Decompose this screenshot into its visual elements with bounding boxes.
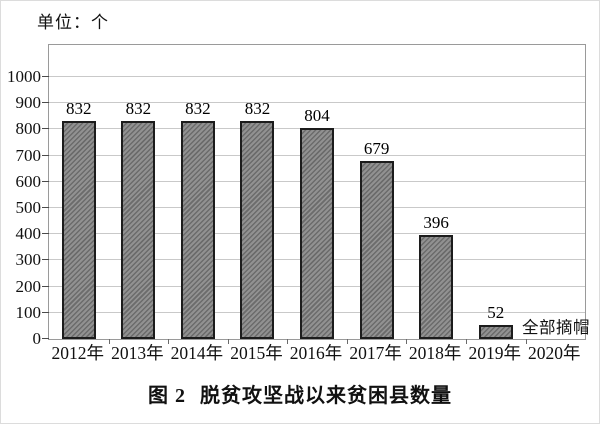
bar-value-2019年: 52 [487, 303, 505, 323]
x-label-2017年: 2017年 [349, 343, 402, 363]
figure-caption-number: 图 2 [148, 385, 186, 407]
y-tick-600 [42, 180, 49, 182]
x-boundary-tick [227, 339, 229, 344]
x-boundary-tick [346, 339, 348, 344]
y-tick-label-400: 400 [15, 224, 42, 244]
x-axis-labels: 2012年 2013年 2014年 2015年 2016年 2017年 2018年 2019年… [48, 343, 584, 363]
y-tick-label-200: 200 [15, 276, 42, 296]
unit-label: 单位：个 [37, 13, 109, 32]
bar-value-2017年: 679 [363, 139, 390, 159]
bar-value-2015年: 832 [244, 99, 271, 119]
gridline-900 [49, 102, 585, 104]
x-boundary-tick [525, 339, 527, 344]
y-tick-400 [42, 233, 49, 235]
category-column-2018年: 396 [406, 45, 467, 344]
bar-2012年 [61, 121, 96, 339]
annotation-label: 全部摘帽 [522, 318, 590, 337]
category-column-2014年: 832 [168, 45, 229, 344]
x-boundary-tick [287, 339, 289, 344]
bar-2019年 [478, 325, 513, 339]
y-tick-300 [42, 259, 49, 261]
bar-value-2014年: 832 [185, 99, 211, 119]
bar-2013年 [121, 121, 156, 339]
y-tick-label-800: 800 [15, 119, 42, 139]
bar-value-2018年: 396 [423, 213, 449, 233]
y-tick-900 [42, 102, 49, 104]
bar-2018年 [419, 235, 454, 339]
x-label-2019年: 2019年 [468, 343, 521, 363]
figure-caption: 图 2 脱贫攻坚战以来贫困县数量 [1, 379, 599, 408]
x-label-2014年: 2014年 [170, 343, 224, 363]
y-tick-label-900: 900 [15, 93, 42, 113]
y-tick-700 [42, 154, 49, 156]
y-tick-1000 [42, 76, 49, 77]
bar-value-2016年: 804 [304, 106, 330, 126]
x-boundary-tick [108, 339, 110, 344]
category-column-2013年: 832 [109, 45, 170, 344]
x-label-2013年: 2013年 [111, 343, 164, 363]
y-tick-100 [42, 311, 49, 313]
y-tick-500 [42, 207, 49, 208]
x-label-2016年: 2016年 [289, 343, 343, 363]
x-boundary-tick [168, 339, 170, 344]
x-label-2018年: 2018年 [408, 343, 462, 363]
figure-caption-title: 脱贫攻坚战以来贫困县数量 [200, 385, 452, 407]
bar-2017年 [359, 161, 394, 339]
y-tick-label-500: 500 [15, 198, 42, 217]
x-boundary-tick [406, 339, 408, 344]
gridline-1000 [49, 76, 585, 77]
y-tick-label-300: 300 [15, 250, 42, 270]
y-tick-label-0: 0 [32, 329, 42, 348]
plot-area: 832 832 832 832 804 679 396 52 全部摘帽 0 100 200 300 4… [7, 44, 590, 348]
bar-2016年 [300, 128, 335, 339]
x-boundary-tick [465, 339, 467, 344]
x-label-2020年: 2020年 [528, 343, 581, 363]
y-tick-800 [42, 128, 49, 130]
bar-value-2013年: 832 [125, 99, 152, 119]
bars-container: 832 832 832 832 804 679 396 52 [49, 45, 586, 344]
bar-value-2012年: 832 [66, 99, 92, 119]
y-tick-0 [42, 338, 49, 339]
category-column-2019年: 52 [466, 45, 527, 344]
category-column-2016年: 804 [287, 45, 348, 344]
y-tick-label-100: 100 [15, 302, 42, 322]
x-label-2015年: 2015年 [230, 343, 283, 363]
y-tick-label-600: 600 [15, 171, 42, 191]
category-column-2017年: 679 [347, 45, 408, 344]
bar-2014年 [180, 121, 215, 339]
bar-2015年 [240, 121, 275, 339]
category-column-2012年: 832 [49, 45, 110, 344]
x-label-2012年: 2012年 [51, 343, 105, 363]
category-column-2020年 [526, 45, 586, 339]
y-tick-label-700: 700 [15, 145, 42, 165]
y-tick-200 [42, 285, 49, 287]
category-column-2015年: 832 [228, 45, 289, 344]
y-tick-label-1000: 1000 [7, 67, 41, 86]
